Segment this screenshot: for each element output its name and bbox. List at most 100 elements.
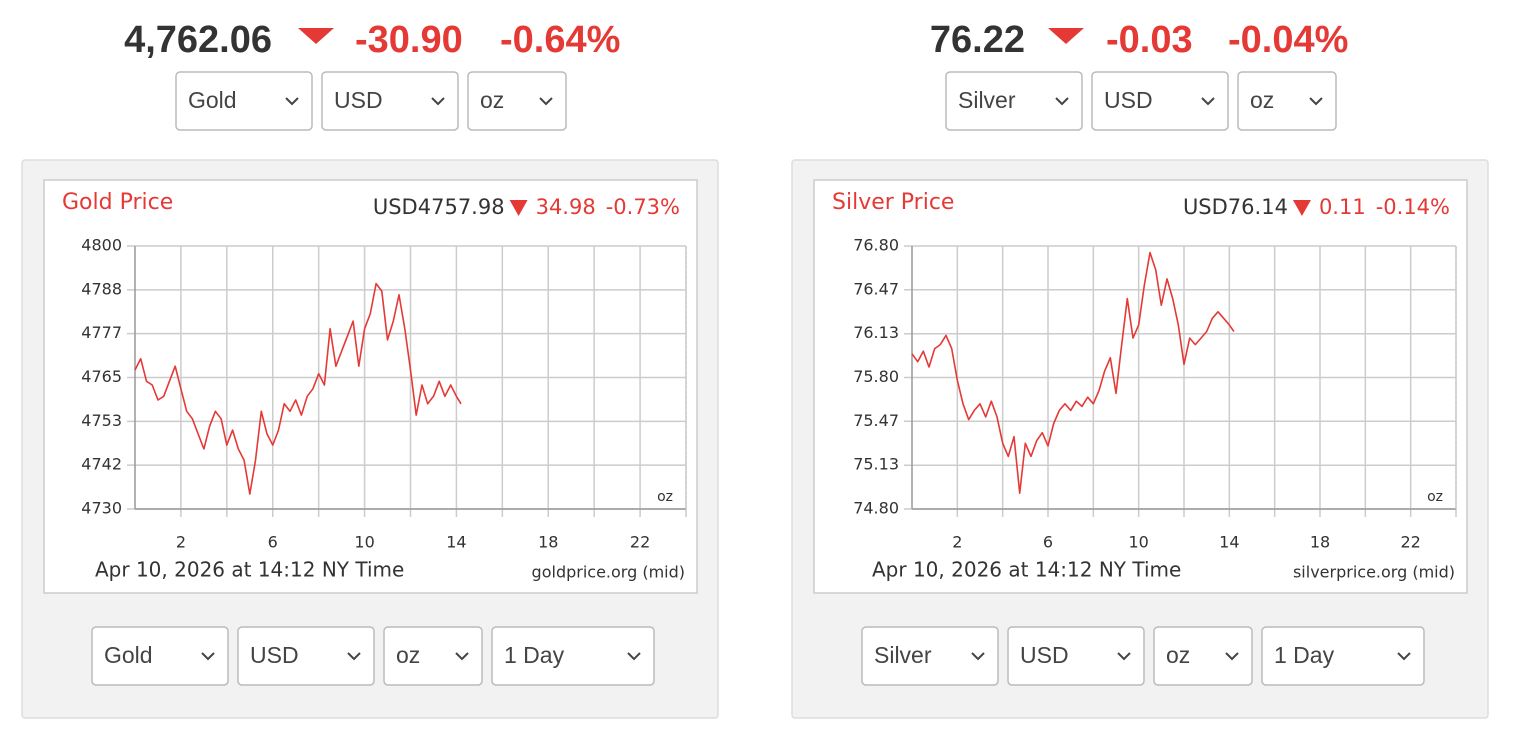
- dropdown-label[interactable]: USD: [250, 642, 299, 668]
- price-line: [911, 251, 1235, 494]
- dropdown-label[interactable]: USD: [1020, 642, 1069, 668]
- quote-down-arrow: [509, 200, 528, 216]
- dropdown[interactable]: Gold: [91, 626, 229, 686]
- down-arrow: [298, 28, 334, 44]
- x-axis-label: Apr 10, 2026 at 14:12 NY Time: [95, 558, 404, 582]
- dropdown[interactable]: Silver: [945, 71, 1083, 131]
- x-tick-label: 18: [1310, 533, 1330, 552]
- y-tick-label: 4730: [81, 499, 122, 518]
- dropdown-label[interactable]: 1 Day: [1274, 642, 1335, 668]
- dropdown[interactable]: oz: [467, 71, 567, 131]
- dropdown-label[interactable]: oz: [1250, 87, 1274, 113]
- dropdown-chevron[interactable]: [1201, 97, 1215, 106]
- change: -30.90: [355, 19, 463, 61]
- dropdown-chevron[interactable]: [1055, 97, 1069, 106]
- dropdown-box[interactable]: [1091, 71, 1229, 131]
- x-axis-label: Apr 10, 2026 at 14:12 NY Time: [872, 558, 1181, 582]
- dropdown-label[interactable]: oz: [396, 642, 420, 668]
- dropdown-label[interactable]: Gold: [188, 87, 237, 113]
- unit-label: oz: [1427, 489, 1443, 505]
- y-tick-label: 74.80: [853, 499, 899, 518]
- dropdown-label[interactable]: oz: [480, 87, 504, 113]
- x-tick-label: 22: [1400, 533, 1420, 552]
- dropdown[interactable]: 1 Day: [1261, 626, 1425, 686]
- y-tick-label: 4777: [81, 323, 122, 342]
- y-tick-label: 75.80: [853, 367, 899, 386]
- x-tick-label: 2: [952, 533, 962, 552]
- dropdown-label[interactable]: USD: [1104, 87, 1153, 113]
- dropdown-label[interactable]: Silver: [874, 642, 932, 668]
- x-tick-label: 6: [1043, 533, 1053, 552]
- dropdown-chevron[interactable]: [347, 652, 361, 661]
- dropdown[interactable]: oz: [1153, 626, 1253, 686]
- quote-change-percent: -0.14%: [1376, 195, 1450, 219]
- dropdown-box[interactable]: [861, 626, 999, 686]
- y-tick-label: 4788: [81, 279, 122, 298]
- dropdown-box[interactable]: [945, 71, 1083, 131]
- source-label: goldprice.org (mid): [532, 563, 685, 582]
- price: 76.22: [930, 19, 1025, 61]
- dropdown-chevron[interactable]: [1397, 652, 1411, 661]
- x-tick-label: 2: [176, 533, 186, 552]
- x-tick-label: 22: [630, 533, 650, 552]
- dropdown-box[interactable]: [321, 71, 459, 131]
- dropdown-chevron[interactable]: [455, 652, 469, 661]
- dropdown-chevron[interactable]: [201, 652, 215, 661]
- dropdown[interactable]: Gold: [175, 71, 313, 131]
- dropdown[interactable]: USD: [1091, 71, 1229, 131]
- dropdown-box[interactable]: [91, 626, 229, 686]
- price-line: [134, 282, 462, 495]
- chart: Silver Price -0.14% 0.11 USD76.14 2 6 10 14 18 22…: [832, 190, 1457, 582]
- unit-label: oz: [657, 489, 673, 505]
- dropdown-box[interactable]: [467, 71, 567, 131]
- chart-frame: [813, 179, 1468, 594]
- dropdown[interactable]: 1 Day: [491, 626, 655, 686]
- x-tick-label: 18: [538, 533, 558, 552]
- chart-title: Gold Price: [62, 190, 173, 215]
- dropdown-box[interactable]: [1261, 626, 1425, 686]
- dropdown-chevron[interactable]: [1309, 97, 1323, 106]
- dropdown-label[interactable]: USD: [334, 87, 383, 113]
- dropdown-label[interactable]: 1 Day: [504, 642, 565, 668]
- dropdown-box[interactable]: [1153, 626, 1253, 686]
- y-tick-label: 4800: [81, 236, 122, 255]
- down-arrow: [1048, 28, 1084, 44]
- chart: Gold Price -0.73% 34.98 USD4757.98 2 6 10 14 18 2…: [62, 190, 687, 582]
- x-tick-label: 10: [1128, 533, 1148, 552]
- chart-frame: [43, 179, 698, 594]
- dropdown-label[interactable]: Gold: [104, 642, 153, 668]
- dropdown-chevron[interactable]: [1225, 652, 1239, 661]
- dropdown[interactable]: USD: [237, 626, 375, 686]
- dropdown[interactable]: USD: [1007, 626, 1145, 686]
- dropdown-box[interactable]: [491, 626, 655, 686]
- dropdown-chevron[interactable]: [285, 97, 299, 106]
- y-tick-label: 76.13: [853, 323, 899, 342]
- y-tick-label: 75.13: [853, 455, 899, 474]
- quote-down-arrow: [1292, 200, 1311, 216]
- x-tick-label: 14: [1219, 533, 1239, 552]
- dropdown[interactable]: USD: [321, 71, 459, 131]
- dropdown-box[interactable]: [1237, 71, 1337, 131]
- dropdown-box[interactable]: [1007, 626, 1145, 686]
- source-label: silverprice.org (mid): [1293, 563, 1455, 582]
- dropdown-chevron[interactable]: [971, 652, 985, 661]
- y-tick-label: 75.47: [853, 411, 899, 430]
- dropdown-chevron[interactable]: [431, 97, 445, 106]
- dropdown[interactable]: oz: [1237, 71, 1337, 131]
- dropdown-chevron[interactable]: [627, 652, 641, 661]
- dropdown[interactable]: oz: [383, 626, 483, 686]
- dropdown-box[interactable]: [237, 626, 375, 686]
- dropdown-box[interactable]: [383, 626, 483, 686]
- y-tick-label: 4753: [81, 411, 122, 430]
- y-tick-label: 4742: [81, 455, 122, 474]
- quote-price: USD4757.98: [373, 195, 505, 219]
- dropdown-box[interactable]: [175, 71, 313, 131]
- dropdown[interactable]: Silver: [861, 626, 999, 686]
- dropdown-chevron[interactable]: [539, 97, 553, 106]
- dropdown-label[interactable]: oz: [1166, 642, 1190, 668]
- y-tick-label: 76.80: [853, 236, 899, 255]
- dropdown-label[interactable]: Silver: [958, 87, 1016, 113]
- dropdown-chevron[interactable]: [1117, 652, 1131, 661]
